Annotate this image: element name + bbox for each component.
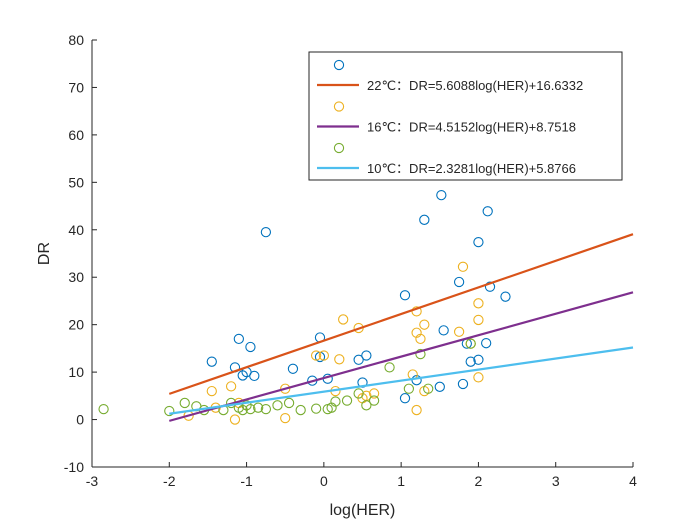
- scatter-point: [419, 319, 430, 330]
- y-tick-label: 80: [68, 32, 84, 48]
- scatter-point: [272, 400, 283, 411]
- scatter-point: [484, 281, 496, 292]
- scatter-point: [179, 397, 190, 409]
- x-axis-label: log(HER): [330, 502, 396, 519]
- legend-label: 10℃：DR=2.3281log(HER)+5.8766: [367, 161, 576, 176]
- scatter-point: [260, 226, 272, 238]
- x-tick-label: 0: [320, 473, 328, 489]
- scatter-point: [453, 276, 465, 288]
- scatter-point: [98, 403, 109, 415]
- legend-marker: [333, 101, 345, 112]
- scatter-point: [330, 396, 341, 407]
- scatter-point: [353, 354, 364, 365]
- scatter-point: [415, 348, 426, 360]
- scatter-point: [253, 402, 264, 413]
- scatter-point: [399, 290, 411, 301]
- scatter-point: [318, 350, 330, 361]
- x-tick-label: 3: [552, 473, 560, 489]
- scatter-point: [457, 261, 469, 272]
- scatter-point: [481, 338, 492, 349]
- scatter-point: [453, 326, 465, 337]
- scatter-point: [403, 383, 415, 394]
- y-axis-label: DR: [36, 242, 53, 265]
- y-tick-label: -10: [64, 459, 84, 475]
- scatter-point: [465, 338, 476, 349]
- scatter-point: [482, 206, 493, 217]
- scatter-point: [368, 395, 380, 406]
- x-tick-label: 4: [629, 473, 637, 489]
- scatter-point: [361, 400, 372, 411]
- scatter-point: [164, 405, 175, 417]
- scatter-point: [465, 356, 476, 367]
- scatter-point: [237, 370, 248, 381]
- legend-label: 22℃：DR=5.6088log(HER)+16.6332: [367, 78, 583, 93]
- x-tick-label: 2: [475, 473, 483, 489]
- scatter-point: [473, 298, 484, 309]
- y-tick-label: 70: [68, 79, 84, 95]
- scatter-point: [233, 333, 244, 345]
- scatter-point: [457, 378, 469, 390]
- scatter-point: [206, 356, 217, 367]
- scatter-point: [423, 383, 434, 394]
- fit-line: [168, 233, 634, 395]
- scatter-point: [206, 385, 217, 397]
- scatter-point: [473, 236, 484, 248]
- scatter-point: [384, 362, 395, 373]
- scatter-point: [419, 214, 430, 225]
- plot-area: [98, 59, 634, 425]
- scatter-point: [229, 414, 241, 425]
- scatter-point: [500, 291, 511, 302]
- y-tick-label: 50: [68, 174, 84, 190]
- x-tick-label: -3: [86, 473, 99, 489]
- axes: -3 -2 -1 0 1 2 3 4-1001020304050607080log(HER)D…: [36, 32, 637, 519]
- legend-label: 16℃：DR=4.5152log(HER)+8.7518: [367, 120, 576, 135]
- scatter-point: [473, 314, 484, 326]
- y-tick-label: 60: [68, 127, 84, 143]
- legend-marker: [333, 59, 345, 71]
- y-tick-label: 40: [68, 222, 84, 238]
- x-tick-label: -2: [163, 473, 176, 489]
- scatter-point: [399, 393, 411, 404]
- scatter-point: [295, 404, 306, 416]
- scatter-point: [283, 397, 295, 409]
- scatter-point: [434, 381, 445, 392]
- scatter-point: [245, 341, 256, 353]
- scatter-point: [341, 395, 353, 406]
- y-tick-label: 10: [68, 364, 84, 380]
- scatter-point: [287, 363, 299, 374]
- scatter-point: [260, 403, 272, 415]
- legend-box: [308, 51, 623, 181]
- scatter-point: [310, 350, 322, 361]
- scatter-point: [338, 314, 349, 325]
- scatter-point: [280, 412, 291, 424]
- y-tick-label: 0: [76, 412, 84, 428]
- scatter-point: [436, 189, 447, 201]
- scatter-point: [438, 325, 449, 336]
- scatter-point: [245, 403, 256, 415]
- scatter-point: [415, 333, 426, 345]
- y-tick-label: 30: [68, 269, 84, 285]
- scatter-point: [361, 350, 372, 361]
- scatter-point: [473, 372, 484, 383]
- legend: 22℃：DR=5.6088log(HER)+16.6332 16℃：DR=4.51…: [308, 51, 623, 181]
- scatter-point: [280, 383, 291, 394]
- scatter-point: [334, 354, 345, 365]
- scatter-point: [249, 370, 260, 382]
- scatter-point: [353, 388, 364, 399]
- x-tick-label: -1: [240, 473, 253, 489]
- scatter-point: [411, 404, 422, 416]
- fit-line: [169, 346, 634, 415]
- scatter-point: [473, 354, 484, 365]
- fit-line: [168, 291, 634, 422]
- scatter-point: [310, 403, 322, 414]
- scatter-point: [225, 381, 237, 392]
- legend-marker: [333, 142, 345, 154]
- scatter-point: [368, 388, 380, 399]
- x-tick-label: 1: [397, 473, 405, 489]
- y-tick-label: 20: [68, 317, 84, 333]
- scatter-point: [241, 400, 252, 411]
